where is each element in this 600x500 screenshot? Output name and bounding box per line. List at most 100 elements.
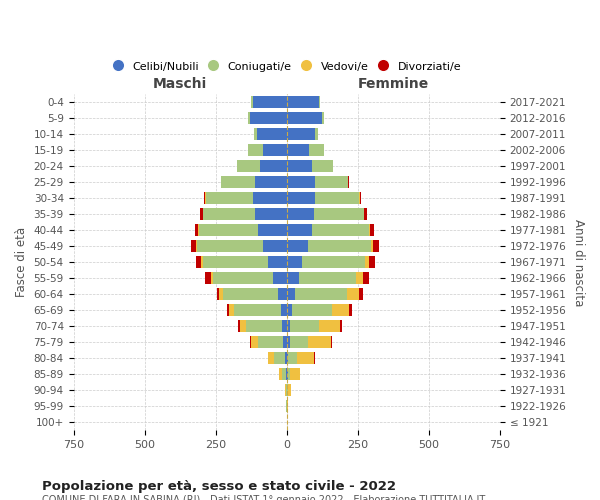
Bar — [322, 112, 324, 124]
Bar — [259, 224, 287, 236]
Bar — [278, 368, 282, 380]
Bar — [245, 320, 283, 332]
Bar — [314, 208, 364, 220]
Bar — [362, 272, 369, 284]
Bar — [369, 256, 375, 268]
Bar — [250, 336, 251, 348]
Text: Femmine: Femmine — [358, 77, 429, 91]
Bar — [263, 240, 287, 252]
Y-axis label: Fasce di età: Fasce di età — [15, 228, 28, 298]
Bar — [287, 240, 308, 252]
Bar — [370, 224, 374, 236]
Bar — [290, 320, 319, 332]
Bar — [359, 192, 361, 204]
Bar — [263, 144, 287, 156]
Bar — [287, 304, 292, 316]
Bar — [238, 320, 240, 332]
Bar — [283, 320, 287, 332]
Bar — [310, 144, 324, 156]
Bar — [248, 112, 250, 124]
Bar — [287, 144, 310, 156]
Bar — [340, 320, 342, 332]
Bar — [312, 160, 333, 172]
Bar — [285, 384, 286, 396]
Bar — [250, 112, 287, 124]
Bar — [272, 272, 287, 284]
Bar — [254, 128, 257, 140]
Bar — [281, 304, 287, 316]
Bar — [257, 128, 287, 140]
Bar — [308, 240, 371, 252]
Bar — [196, 256, 202, 268]
Text: Popolazione per età, sesso e stato civile - 2022: Popolazione per età, sesso e stato civil… — [42, 480, 396, 493]
Bar — [223, 288, 278, 300]
Bar — [290, 336, 308, 348]
Y-axis label: Anni di nascita: Anni di nascita — [572, 218, 585, 306]
Bar — [283, 336, 287, 348]
Bar — [331, 336, 332, 348]
Bar — [258, 336, 283, 348]
Bar — [347, 288, 359, 300]
Bar — [282, 368, 286, 380]
Bar — [278, 288, 287, 300]
Bar — [227, 304, 229, 316]
Bar — [369, 224, 370, 236]
Bar — [286, 384, 287, 396]
Bar — [332, 304, 349, 316]
Bar — [373, 240, 379, 252]
Bar — [194, 224, 198, 236]
Bar — [256, 176, 287, 188]
Bar — [287, 256, 302, 268]
Bar — [297, 352, 314, 364]
Bar — [287, 368, 290, 380]
Bar — [364, 208, 367, 220]
Bar — [287, 192, 315, 204]
Bar — [315, 128, 318, 140]
Bar — [206, 192, 253, 204]
Bar — [308, 336, 331, 348]
Bar — [292, 304, 332, 316]
Bar — [288, 352, 297, 364]
Bar — [203, 256, 268, 268]
Bar — [205, 272, 211, 284]
Bar — [313, 224, 369, 236]
Bar — [211, 272, 213, 284]
Bar — [287, 96, 319, 108]
Bar — [287, 384, 291, 396]
Bar — [191, 240, 196, 252]
Bar — [287, 224, 313, 236]
Bar — [295, 288, 347, 300]
Bar — [365, 256, 369, 268]
Bar — [220, 288, 223, 300]
Bar — [197, 240, 263, 252]
Bar — [253, 96, 287, 108]
Bar — [237, 160, 260, 172]
Bar — [251, 96, 253, 108]
Bar — [213, 272, 272, 284]
Bar — [319, 96, 320, 108]
Bar — [290, 368, 300, 380]
Bar — [268, 352, 274, 364]
Bar — [274, 352, 286, 364]
Bar — [302, 256, 365, 268]
Bar — [315, 176, 348, 188]
Bar — [229, 304, 234, 316]
Bar — [287, 320, 290, 332]
Bar — [359, 288, 363, 300]
Bar — [287, 336, 290, 348]
Bar — [199, 224, 259, 236]
Bar — [217, 288, 220, 300]
Bar — [286, 352, 287, 364]
Bar — [196, 240, 197, 252]
Text: Maschi: Maschi — [153, 77, 207, 91]
Bar — [204, 192, 205, 204]
Bar — [268, 256, 287, 268]
Bar — [287, 128, 315, 140]
Bar — [319, 320, 340, 332]
Bar — [221, 176, 256, 188]
Bar — [287, 112, 322, 124]
Bar — [287, 176, 315, 188]
Bar — [287, 160, 312, 172]
Bar — [202, 256, 203, 268]
Bar — [203, 208, 256, 220]
